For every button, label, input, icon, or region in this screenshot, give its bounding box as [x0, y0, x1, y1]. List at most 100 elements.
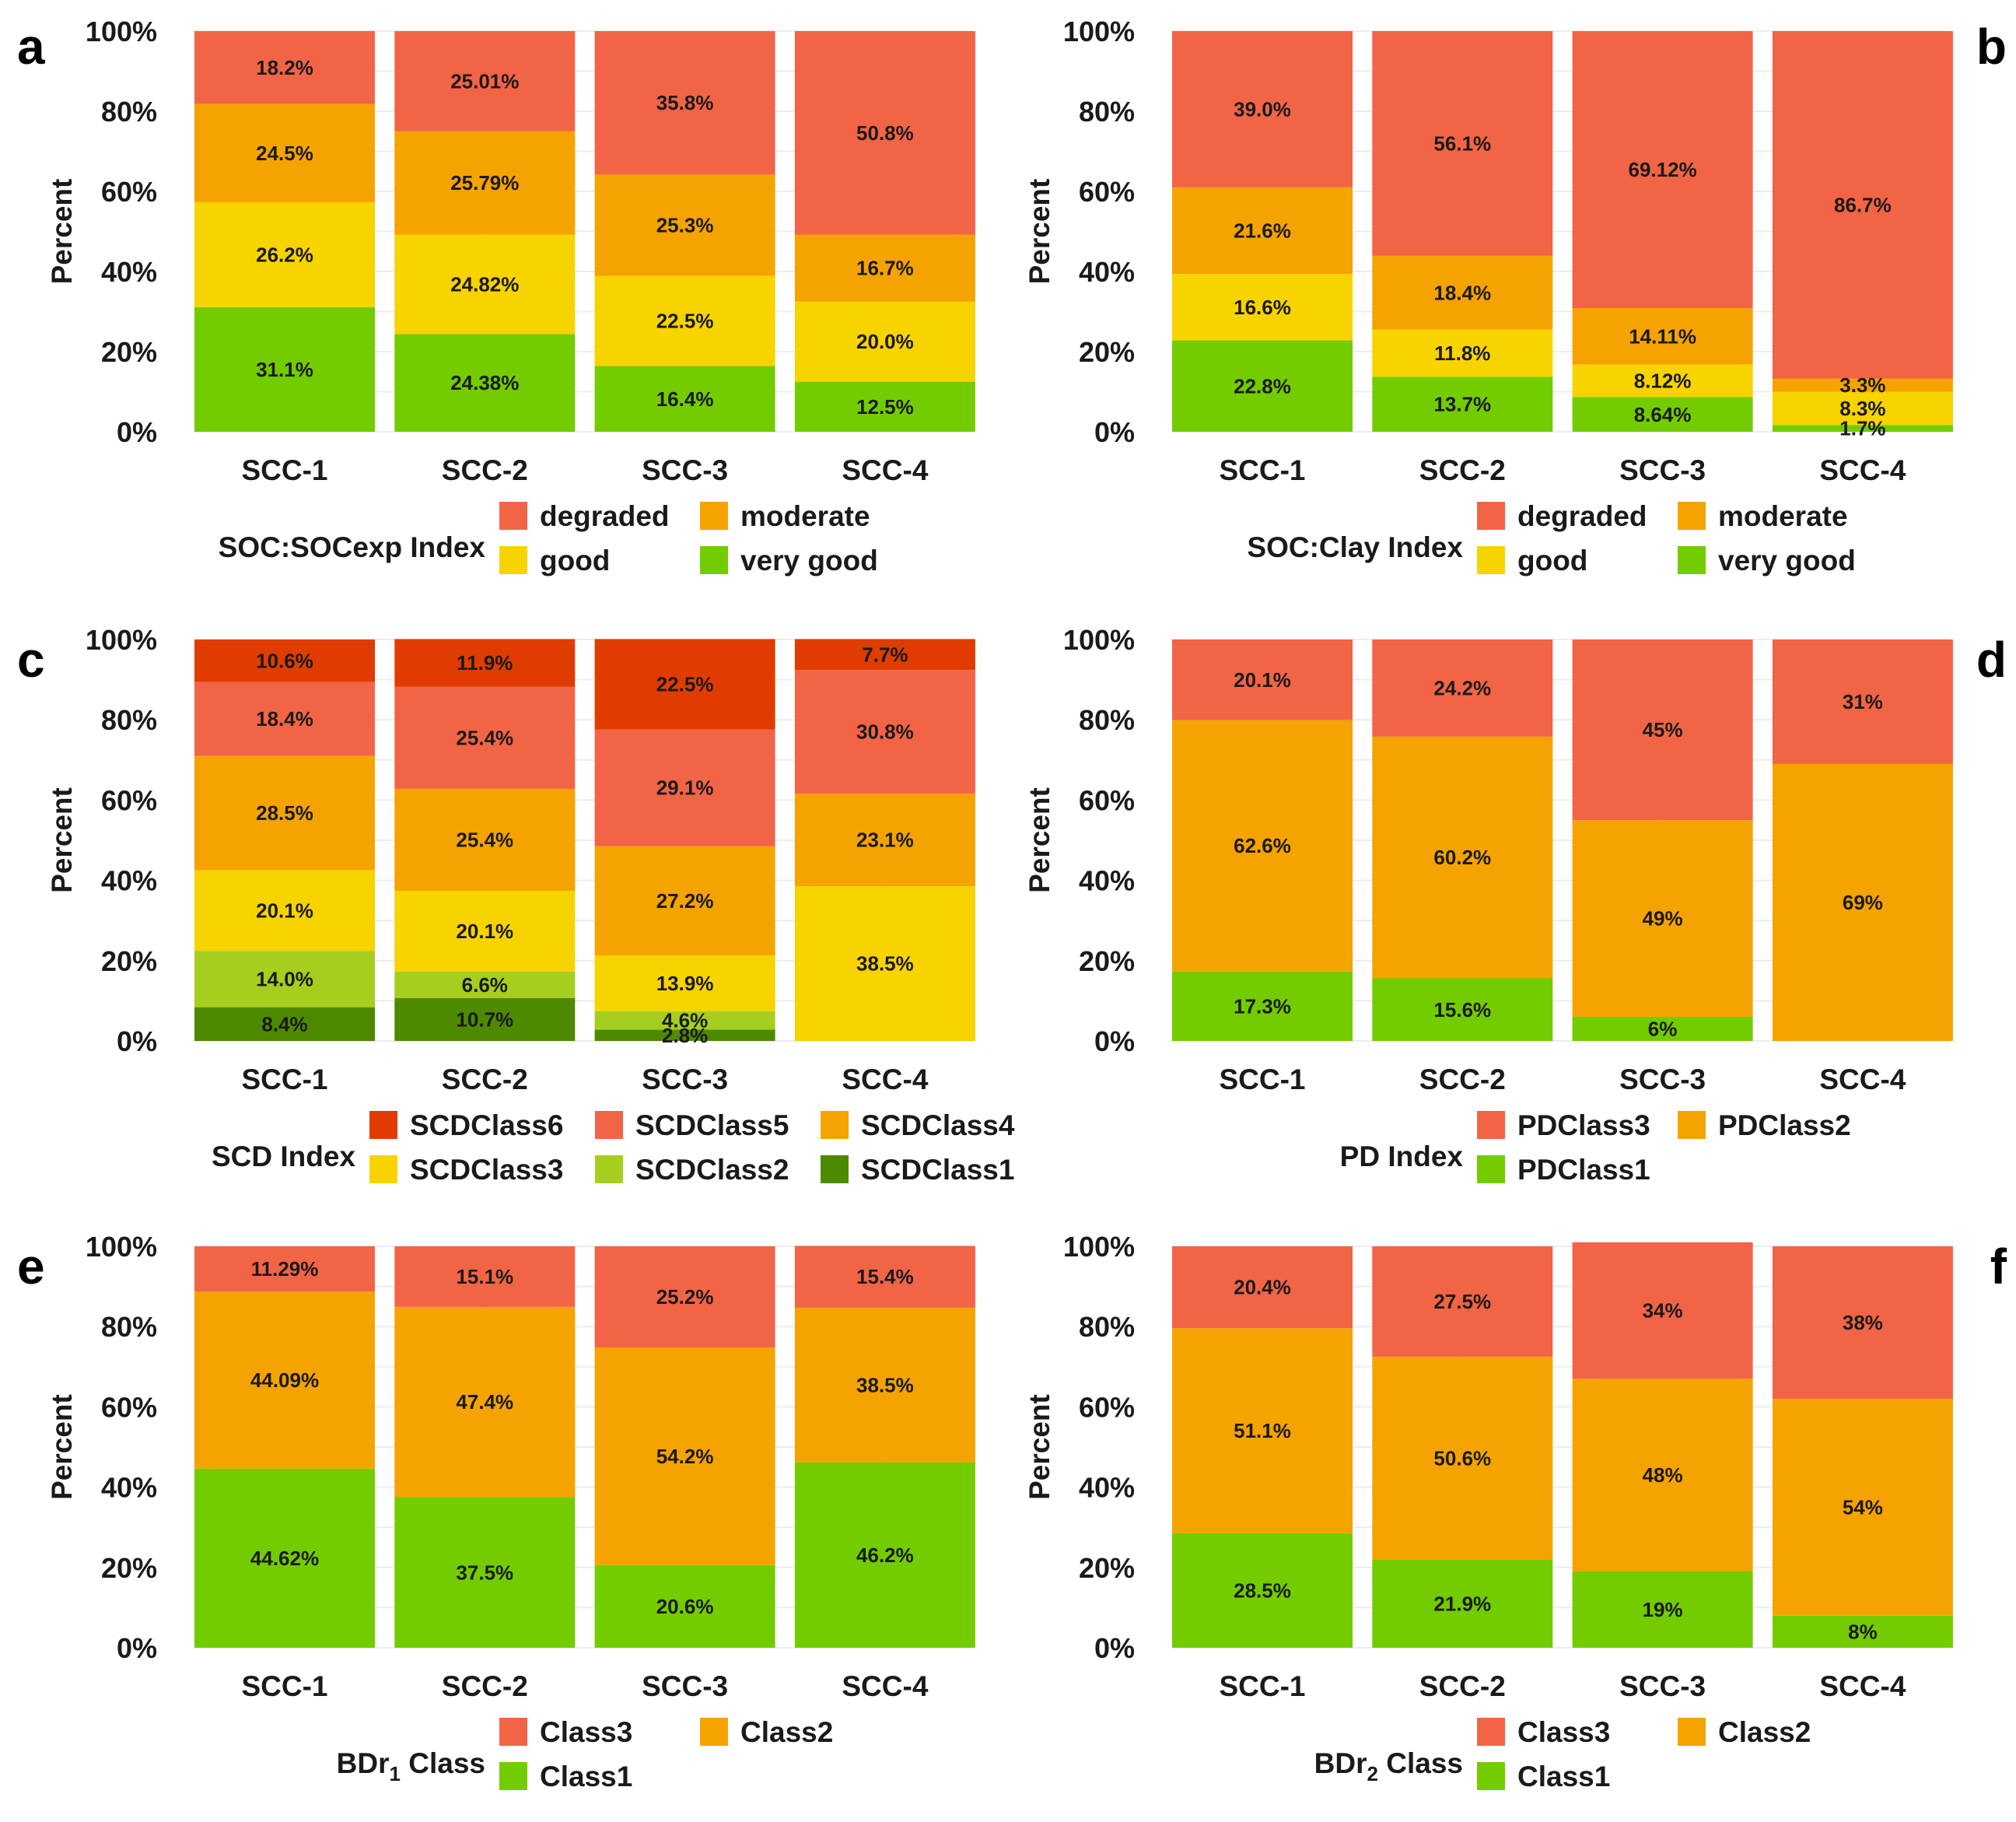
- legend-label: SCDClass1: [861, 1154, 1014, 1186]
- bar-segment-class1: [194, 1468, 375, 1648]
- bar-segment-scdclass6: [394, 639, 576, 687]
- panel-letter-c: c: [17, 632, 45, 688]
- data-label: 15.4%: [856, 1265, 914, 1288]
- bar-segment-class2: [794, 1307, 975, 1463]
- data-label: 35.8%: [656, 91, 714, 114]
- data-label: 86.7%: [1834, 193, 1892, 216]
- bar-segment-scdclass4: [794, 794, 975, 887]
- legend: SCD Index SCDClass6 SCDClass5 SCDClass4 SCDC…: [212, 1109, 1015, 1186]
- bar-segment-degraded: [1172, 31, 1353, 187]
- data-label: 18.4%: [256, 707, 313, 731]
- legend-label: SCDClass4: [861, 1109, 1015, 1141]
- bar-segment-pdclass2: [1372, 736, 1553, 979]
- y-tick-label: 80%: [101, 1311, 157, 1343]
- y-tick-label: 60%: [1079, 784, 1135, 816]
- data-label: 51.1%: [1234, 1419, 1291, 1442]
- bar-segment-class2: [1572, 1379, 1753, 1571]
- data-label: 13.7%: [1433, 393, 1491, 416]
- y-axis-title: Percent: [1024, 1394, 1055, 1500]
- legend: SOC:SOCexp Index degraded moderate good very…: [219, 500, 878, 576]
- data-label: 18.2%: [256, 56, 313, 79]
- bar-segment-pdclass2: [1172, 720, 1353, 972]
- data-label: 29.1%: [656, 776, 714, 800]
- legend-label: moderate: [1718, 500, 1848, 532]
- bar-segment-good: [1772, 391, 1953, 426]
- legend-key: [499, 502, 527, 530]
- data-label: 4.6%: [662, 1009, 708, 1032]
- data-label: 18.4%: [1433, 281, 1491, 304]
- data-label: 48%: [1643, 1463, 1683, 1487]
- data-label: 1.7%: [1839, 417, 1885, 440]
- legend-label: degraded: [540, 500, 670, 532]
- bar-segment-class3: [194, 1246, 375, 1292]
- bar-segment-scdclass4: [594, 846, 775, 956]
- y-axis-title: Percent: [1024, 179, 1055, 285]
- legend-key: [700, 1718, 728, 1746]
- legend-label: SCDClass2: [635, 1154, 789, 1186]
- legend-label: PDClass1: [1517, 1154, 1650, 1186]
- data-label: 25.2%: [656, 1285, 714, 1309]
- data-label: 17.3%: [1234, 994, 1291, 1018]
- panel-d: d 0% 20% 40% 60% 80% 100% Percent 17.3% 62.6% 20.1…: [1024, 624, 2007, 1186]
- data-label: 19%: [1643, 1598, 1683, 1621]
- x-tick-label: SCC-3: [642, 1670, 728, 1702]
- bar-segment-good: [194, 201, 375, 307]
- data-label: 14.11%: [1629, 324, 1696, 348]
- legend-key: [1678, 546, 1706, 574]
- data-label: 2.8%: [662, 1024, 708, 1047]
- bar-segment-moderate: [1372, 255, 1553, 330]
- data-label: 69%: [1843, 891, 1883, 914]
- data-label: 16.4%: [656, 387, 714, 411]
- panel-letter-a: a: [17, 19, 45, 75]
- legend-key: [821, 1111, 849, 1139]
- x-tick-label: SCC-2: [1419, 1670, 1506, 1702]
- y-tick-label: 40%: [101, 865, 157, 897]
- data-label: 46.2%: [856, 1543, 914, 1567]
- panel-e: e 0% 20% 40% 60% 80% 100% Percent 44.62% 44.09% 11…: [17, 1231, 975, 1792]
- bar-segment-class1: [1772, 1615, 1953, 1648]
- y-tick-label: 80%: [1079, 704, 1135, 736]
- bar-segment-scdclass6: [794, 639, 975, 671]
- data-label: 50.8%: [856, 121, 914, 145]
- legend-label: SCDClass6: [410, 1109, 563, 1141]
- y-tick-label: 40%: [1079, 1472, 1135, 1504]
- data-label: 8%: [1848, 1620, 1878, 1643]
- data-label: 34%: [1643, 1299, 1683, 1323]
- bar-segment-scdclass3: [594, 955, 775, 1011]
- data-label: 30.8%: [856, 720, 914, 744]
- legend-label: Class3: [1517, 1716, 1610, 1748]
- legend-title: SOC:SOCexp Index: [219, 531, 486, 563]
- data-label: 15.6%: [1433, 998, 1491, 1021]
- legend-key: [1678, 1718, 1706, 1746]
- y-tick-label: 100%: [1063, 16, 1135, 47]
- data-label: 8.4%: [261, 1012, 307, 1035]
- y-tick-label: 40%: [101, 256, 157, 288]
- bar-segment-scdclass5: [794, 670, 975, 794]
- legend-key: [499, 546, 527, 574]
- data-label: 37.5%: [456, 1561, 513, 1584]
- data-label: 13.9%: [656, 972, 714, 995]
- bar-segment-moderate: [1572, 308, 1753, 365]
- bar-segment-class3: [1772, 1246, 1953, 1400]
- legend-label: good: [1517, 545, 1587, 576]
- data-label: 54.2%: [656, 1445, 714, 1468]
- legend-key: [1477, 546, 1505, 574]
- x-tick-label: SCC-1: [241, 1670, 327, 1702]
- panel-letter-e: e: [17, 1239, 45, 1295]
- y-tick-label: 60%: [101, 176, 157, 208]
- legend-title: BDr1 Class: [337, 1747, 485, 1785]
- data-label: 14.0%: [256, 968, 313, 991]
- bar-segment-class2: [394, 1306, 576, 1498]
- data-label: 16.7%: [856, 257, 914, 280]
- legend-label: good: [540, 545, 610, 576]
- bar-segment-scdclass1: [194, 1007, 375, 1041]
- y-tick-label: 80%: [101, 96, 157, 128]
- y-tick-label: 100%: [1063, 1231, 1135, 1263]
- legend-key: [1477, 502, 1505, 530]
- bar-segment-moderate: [394, 131, 576, 235]
- bar-segment-moderate: [594, 174, 775, 276]
- y-tick-label: 0%: [1094, 1632, 1135, 1664]
- x-tick-label: SCC-2: [442, 1063, 528, 1095]
- data-label: 11.9%: [457, 651, 513, 674]
- legend-key: [821, 1155, 849, 1183]
